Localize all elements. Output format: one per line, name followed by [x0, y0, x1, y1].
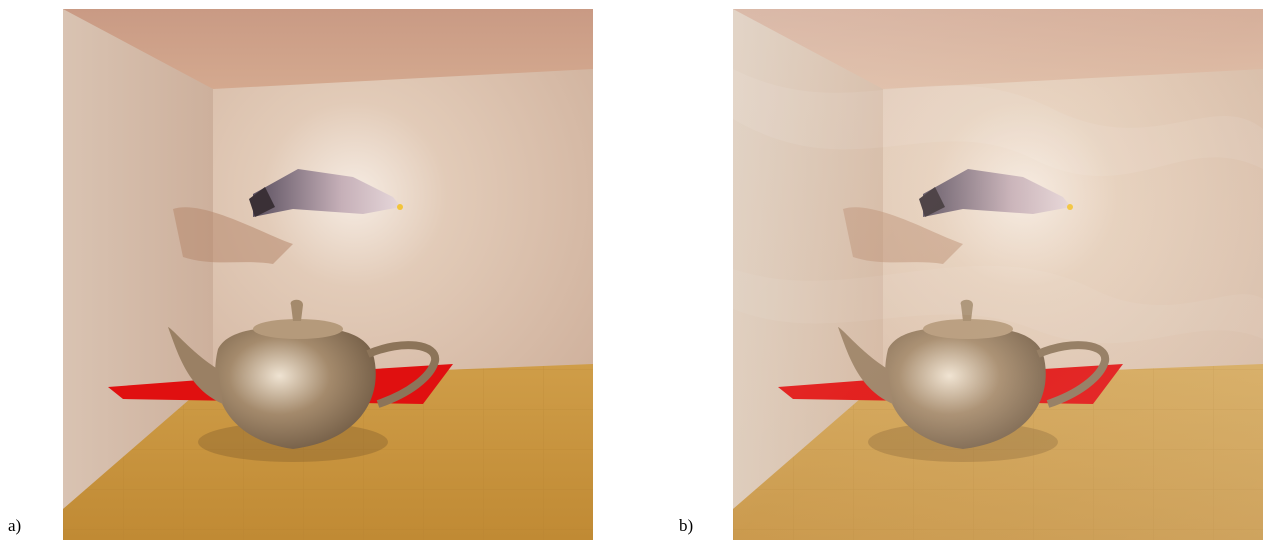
render-image-a: [63, 9, 593, 540]
render-panel-a: [63, 9, 593, 540]
panel-label-a: a): [8, 516, 22, 535]
render-image-b: [733, 9, 1263, 540]
render-panel-b: [733, 9, 1263, 540]
panel-label-b: b): [679, 516, 694, 535]
